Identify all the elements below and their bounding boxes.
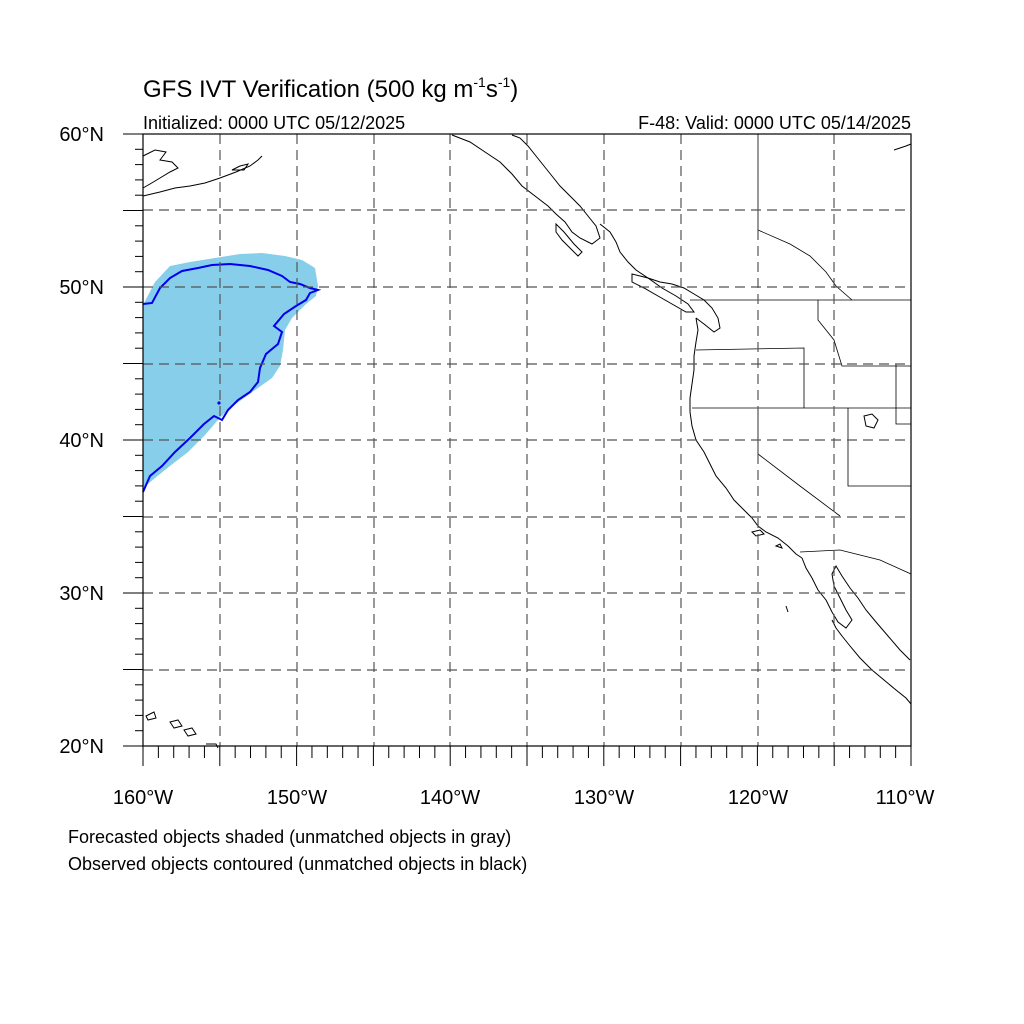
lon-label-150w: 150°W <box>267 787 327 809</box>
latitude-labels: 60°N 50°N 40°N 30°N 20°N <box>59 124 104 758</box>
initialized-label: Initialized: 0000 UTC 05/12/2025 <box>143 113 405 133</box>
axis-ticks <box>123 133 912 766</box>
forecast-note: Forecasted objects shaded (unmatched obj… <box>68 827 511 847</box>
lat-label-20: 20°N <box>59 736 104 758</box>
observed-note: Observed objects contoured (unmatched ob… <box>68 854 527 874</box>
lat-label-40: 40°N <box>59 430 104 452</box>
political-borders <box>690 134 912 575</box>
lon-label-120w: 120°W <box>728 787 788 809</box>
forecast-object <box>143 253 318 488</box>
coastlines <box>142 134 912 749</box>
observed-object-contour <box>142 262 322 493</box>
lon-label-140w: 140°W <box>420 787 480 809</box>
lon-label-130w: 130°W <box>574 787 634 809</box>
lat-label-60: 60°N <box>59 124 104 146</box>
observed-object-point <box>217 401 221 405</box>
valid-label: F-48: Valid: 0000 UTC 05/14/2025 <box>638 113 911 133</box>
map-title: GFS IVT Verification (500 kg m-1s-1) <box>143 74 518 103</box>
lon-label-110w: 110°W <box>876 787 935 809</box>
lat-label-30: 30°N <box>59 583 104 605</box>
longitude-labels: 160°W 150°W 140°W 130°W 120°W 110°W <box>113 787 935 809</box>
lon-label-160w: 160°W <box>113 787 173 809</box>
graticule <box>143 134 911 746</box>
lat-label-50: 50°N <box>59 277 104 299</box>
